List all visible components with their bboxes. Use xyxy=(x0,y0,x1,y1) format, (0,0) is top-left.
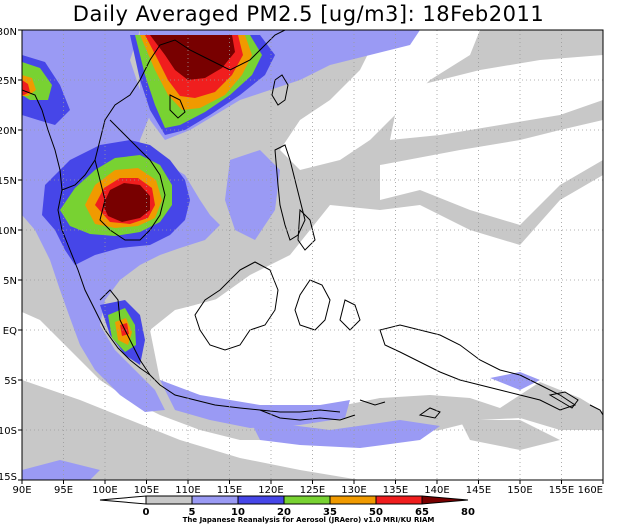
x-tick-label: 95E xyxy=(54,485,73,496)
pm25-contour-lightblue xyxy=(250,420,440,448)
colorbar-segment xyxy=(329,495,377,505)
gridlines xyxy=(22,30,603,480)
data-credit: The Japanese Reanalysis for Aerosol (JRA… xyxy=(182,516,435,524)
colorbar-label: 10 xyxy=(231,507,245,518)
pm25-contour-lightblue xyxy=(160,380,350,428)
x-tick-label: 105E xyxy=(134,485,159,496)
x-tick-label: 130E xyxy=(341,485,366,496)
x-tick-label: 135E xyxy=(383,485,408,496)
colorbar-segment xyxy=(421,495,469,505)
x-axis-labels: 90E 95E 100E 105E 110E 115E 120E 125E 13… xyxy=(12,485,603,496)
colorbar-label: 50 xyxy=(369,507,383,518)
x-tick-label: 145E xyxy=(466,485,491,496)
x-tick-label: 90E xyxy=(12,485,31,496)
colorbar-label: 20 xyxy=(277,507,291,518)
colorbar-label: 80 xyxy=(461,507,475,518)
colorbar-segment xyxy=(145,495,193,505)
colorbar-label: 0 xyxy=(143,507,150,518)
colorbar-segment xyxy=(191,495,239,505)
y-tick-label: 15S xyxy=(0,472,17,483)
colorbar-label: 65 xyxy=(415,507,429,518)
y-tick-label: 10N xyxy=(0,226,17,237)
x-tick-label: 155E xyxy=(549,485,574,496)
colorbar-segment xyxy=(283,495,331,505)
y-tick-label: 20N xyxy=(0,126,17,137)
colorbar-segment xyxy=(99,495,147,505)
colorbar-segment xyxy=(375,495,423,505)
x-tick-label: 125E xyxy=(300,485,325,496)
y-tick-label: 10S xyxy=(0,426,17,437)
y-tick-label: 30N xyxy=(0,27,17,38)
pm25-field xyxy=(22,30,603,480)
pm25-contour-darkred xyxy=(103,183,150,222)
pm25-contour-lightblue xyxy=(225,150,280,240)
y-tick-label: 5S xyxy=(4,376,17,387)
colorbar-labels: 0 5 10 20 35 50 65 80 xyxy=(143,507,475,518)
x-tick-label: 160E xyxy=(578,485,603,496)
x-tick-label: 100E xyxy=(92,485,117,496)
y-tick-label: 25N xyxy=(0,76,17,87)
colorbar-segment xyxy=(237,495,285,505)
x-tick-label: 150E xyxy=(507,485,532,496)
y-tick-label: 5N xyxy=(3,276,17,287)
x-tick-label: 110E xyxy=(175,485,200,496)
colorbar-label: 5 xyxy=(189,507,196,518)
tick-marks xyxy=(18,29,604,484)
colorbar-label: 35 xyxy=(323,507,337,518)
y-tick-label: EQ xyxy=(3,326,17,337)
pm25-contour-darkred xyxy=(150,35,235,80)
y-axis-labels: 30N 25N 20N 15N 10N 5N EQ 5S 10S 15S xyxy=(0,27,17,483)
y-tick-label: 15N xyxy=(0,176,17,187)
coastlines xyxy=(22,30,603,421)
pm25-contour-lightblue xyxy=(490,372,540,390)
colorbar xyxy=(99,495,469,505)
pm25-contour-gray xyxy=(460,420,560,450)
x-tick-label: 115E xyxy=(217,485,242,496)
pm25-contour-lightblue xyxy=(22,460,100,480)
pm25-contour-gray xyxy=(22,380,360,480)
x-tick-label: 120E xyxy=(258,485,283,496)
map-title: Daily Averaged PM2.5 [ug/m3]: 18Feb2011 xyxy=(72,2,545,26)
x-tick-label: 140E xyxy=(424,485,449,496)
